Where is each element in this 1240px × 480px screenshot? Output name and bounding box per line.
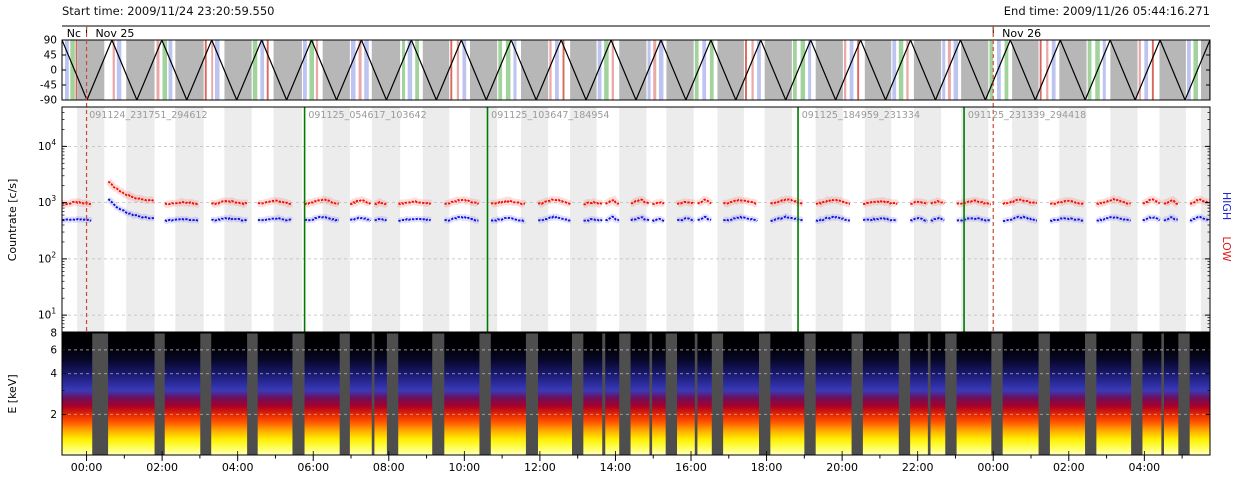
- time-axis: 00:00 02:00 04:00 06:00 08:00 10:00 12:00 14:00…: [71, 451, 1183, 474]
- svg-text:10:00: 10:00: [448, 461, 480, 474]
- svg-text:091125_231339_294418: 091125_231339_294418: [968, 110, 1086, 121]
- end-time-label: End time: 2009/11/26 05:44:16.271: [1003, 4, 1210, 18]
- spectrogram-panel: 8 6 4 2 E [keV]: [6, 328, 1211, 456]
- svg-text:103: 103: [38, 194, 56, 209]
- svg-text:091125_184959_231334: 091125_184959_231334: [802, 110, 920, 121]
- svg-text:00:00: 00:00: [71, 461, 103, 474]
- svg-text:091124_231751_294612: 091124_231751_294612: [89, 110, 207, 121]
- svg-text:04:00: 04:00: [1128, 461, 1160, 474]
- svg-text:16:00: 16:00: [675, 461, 707, 474]
- svg-text:-90: -90: [40, 95, 57, 107]
- svg-text:00:00: 00:00: [977, 461, 1009, 474]
- svg-text:08:00: 08:00: [373, 461, 405, 474]
- svg-text:14:00: 14:00: [600, 461, 632, 474]
- svg-text:20:00: 20:00: [826, 461, 858, 474]
- svg-text:Nov 25: Nov 25: [95, 27, 134, 40]
- svg-text:Countrate [c/s]: Countrate [c/s]: [6, 179, 19, 262]
- svg-text:Nov 26: Nov 26: [1002, 27, 1041, 40]
- svg-text:18:00: 18:00: [751, 461, 783, 474]
- svg-text:6: 6: [50, 344, 57, 356]
- date-strip: Nc Nov 25 Nov 26: [62, 25, 1210, 40]
- svg-text:22:00: 22:00: [902, 461, 934, 474]
- svg-text:90: 90: [44, 35, 57, 47]
- svg-text:091125_054617_103642: 091125_054617_103642: [308, 110, 426, 121]
- svg-text:0: 0: [50, 65, 57, 77]
- svg-text:8: 8: [50, 328, 57, 340]
- svg-text:2: 2: [50, 409, 57, 421]
- svg-text:04:00: 04:00: [222, 461, 254, 474]
- svg-text:091125_103647_184954: 091125_103647_184954: [491, 110, 609, 121]
- start-time-label: Start time: 2009/11/24 23:20:59.550: [62, 4, 275, 18]
- scan-angle-panel: 90 45 0 -45 -90: [40, 35, 1211, 107]
- svg-text:LOW: LOW: [1220, 236, 1233, 261]
- svg-text:101: 101: [38, 307, 56, 322]
- svg-text:Nc: Nc: [67, 27, 81, 40]
- svg-text:E [keV]: E [keV]: [6, 374, 19, 413]
- svg-text:06:00: 06:00: [297, 461, 329, 474]
- svg-text:102: 102: [38, 250, 56, 265]
- svg-text:02:00: 02:00: [1053, 461, 1085, 474]
- svg-text:12:00: 12:00: [524, 461, 556, 474]
- svg-text:104: 104: [38, 138, 56, 153]
- countrate-panel: 091124_231751_294612 091125_054617_103642…: [6, 26, 1233, 333]
- svg-text:45: 45: [44, 50, 57, 62]
- svg-text:-45: -45: [40, 80, 57, 92]
- svg-text:HIGH: HIGH: [1220, 192, 1233, 220]
- svg-text:4: 4: [50, 368, 57, 380]
- svg-text:02:00: 02:00: [146, 461, 178, 474]
